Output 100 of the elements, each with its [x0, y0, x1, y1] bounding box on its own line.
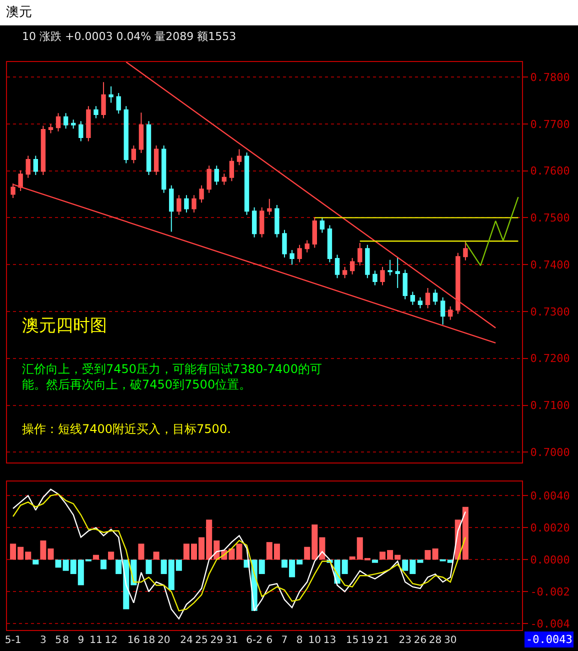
candlestick [244, 152, 250, 216]
bar [32, 560, 39, 564]
bar [108, 552, 114, 560]
y-tick-label: 0.0000 [530, 554, 570, 566]
candlestick [131, 144, 136, 164]
x-tick-label: 24 [180, 635, 193, 646]
x-tick-label: 6-2 [246, 635, 262, 646]
y-tick-label: 0.0020 [530, 522, 570, 535]
x-tick-label: 31 [225, 635, 238, 646]
x-tick-label: 15 [346, 635, 359, 646]
candlestick [290, 250, 294, 266]
candlestick [63, 112, 68, 130]
candlestick [138, 112, 144, 154]
candlestick [274, 204, 280, 238]
x-tick-label: 9 [78, 635, 84, 646]
x-tick-label: 29 [210, 635, 223, 646]
candlestick [18, 170, 23, 192]
x-tick-label: 25 [195, 635, 208, 646]
candlestick [199, 184, 204, 204]
candlestick [350, 258, 355, 275]
bar [92, 554, 99, 560]
y-tick-label: 0.7200 [530, 352, 570, 366]
candlestick [448, 306, 453, 320]
candlestick [56, 112, 61, 132]
candlestick [116, 92, 121, 114]
candlestick [222, 173, 227, 186]
y-tick-label: 0.7700 [530, 118, 570, 131]
candlestick [334, 254, 340, 279]
candlestick [418, 296, 423, 309]
candlestick [192, 194, 196, 214]
y-tick-label: 0.7600 [530, 164, 570, 178]
candlestick [10, 182, 16, 198]
x-tick-label: 11 [90, 635, 102, 646]
candlestick [388, 259, 392, 276]
x-tick-label: 23 [398, 635, 412, 646]
x-tick-label: 12 [104, 635, 118, 646]
candlestick [78, 120, 84, 142]
x-tick-label: 28 [428, 635, 442, 646]
x-tick-label: 8 [296, 635, 303, 646]
candlestick [48, 123, 54, 134]
annotation: 操作：短线7400附近买入，目标7500. [22, 422, 231, 436]
y-tick-label: 0.7300 [530, 305, 570, 318]
candlestick [312, 216, 317, 248]
candlestick [304, 240, 310, 253]
candlestick [372, 270, 378, 286]
candlestick [26, 155, 30, 178]
candlestick [282, 229, 287, 258]
bar [372, 560, 378, 563]
candlestick [33, 155, 38, 176]
candlestick [456, 252, 460, 314]
candlestick [410, 291, 416, 306]
candlestick [252, 206, 257, 238]
candlestick [86, 106, 91, 142]
candlestick [380, 266, 385, 286]
y-tick-label: 0.7800 [530, 70, 570, 84]
candlestick [432, 288, 438, 306]
candlestick [327, 224, 332, 263]
bar [138, 544, 144, 560]
x-tick-label: 5 [55, 635, 62, 646]
candlestick [440, 296, 446, 326]
y-tick-label: -0.002 [530, 585, 570, 598]
candlestick [402, 269, 408, 300]
y-tick-label: -0.004 [530, 617, 570, 630]
x-tick-label: 3 [40, 635, 46, 646]
candlestick [161, 144, 166, 194]
candlestick [463, 241, 468, 261]
x-tick-label: 30 [444, 635, 457, 646]
x-tick-label: 18 [142, 635, 156, 646]
x-tick-label: 26 [414, 635, 427, 646]
candlestick [358, 242, 362, 266]
chart-title: 澳元 [6, 5, 32, 20]
x-tick-label: 16 [127, 635, 140, 646]
x-tick-label: 19 [361, 635, 374, 646]
x-tick-label: 7 [281, 635, 288, 646]
annotation: 澳元四时图 [22, 316, 107, 336]
candlestick [267, 198, 272, 216]
x-tick-label: 5-1 [4, 635, 22, 646]
y-tick-label: 0.7000 [530, 446, 570, 460]
line-series [464, 196, 519, 266]
candlestick [40, 125, 46, 176]
x-tick-label: 10 [308, 635, 322, 646]
candlestick [184, 194, 189, 214]
candlestick [124, 106, 128, 164]
x-tick-label: 13 [323, 635, 336, 646]
bar [100, 560, 107, 570]
candlestick [395, 257, 400, 289]
x-tick-label: 6 [266, 635, 273, 646]
x-tick-label: 8 [62, 635, 69, 646]
candlestick [101, 82, 106, 119]
candlestick [146, 120, 152, 176]
text: -0.0043 [526, 633, 572, 646]
y-tick-label: 0.7500 [530, 212, 570, 225]
candlestick [297, 244, 302, 263]
candlestick [176, 194, 182, 216]
candlestick [71, 119, 76, 130]
y-tick-label: 0.7100 [530, 399, 570, 412]
candlestick [236, 148, 242, 166]
candlestick [320, 216, 325, 234]
y-tick-label: 0.7400 [530, 258, 570, 272]
candlestick [94, 106, 98, 119]
